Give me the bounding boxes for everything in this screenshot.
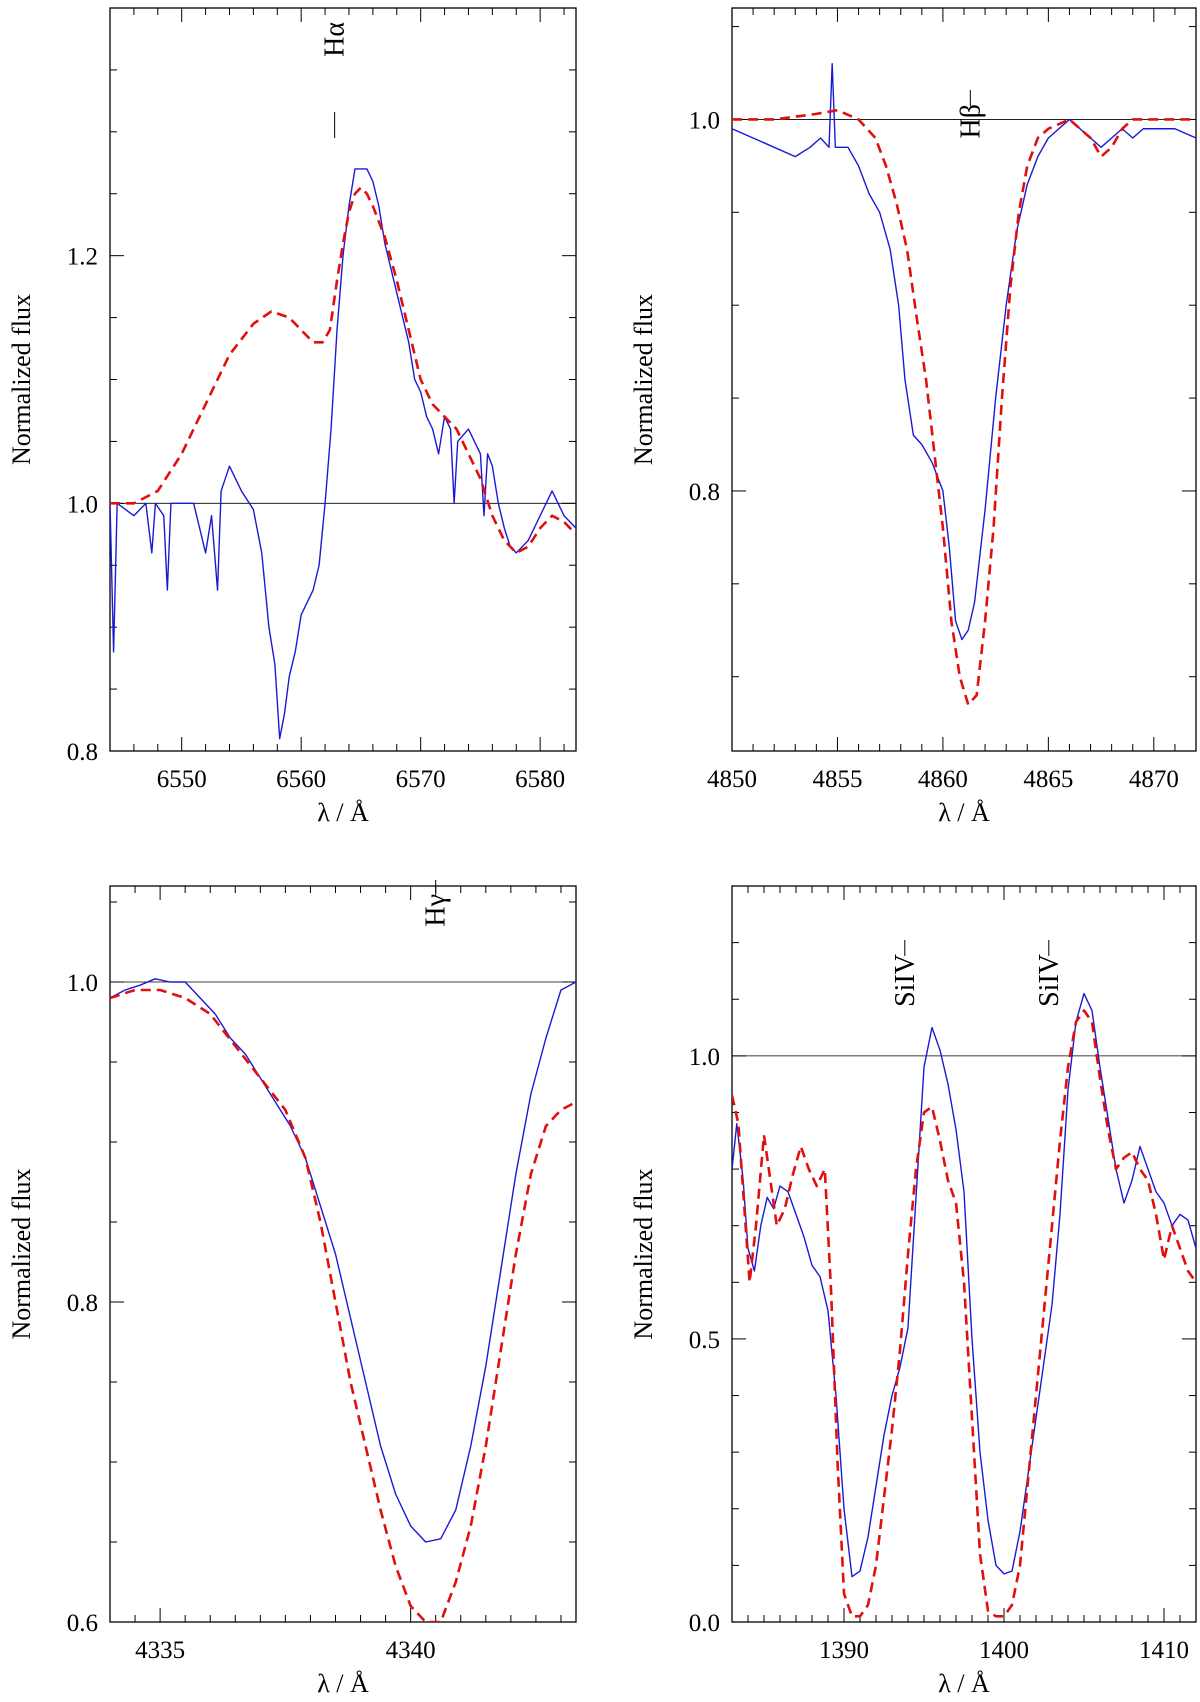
y-tick-label: 1.0 — [67, 970, 98, 997]
x-tick-label: 4850 — [707, 766, 757, 793]
x-tick-label: 6560 — [276, 766, 326, 793]
line-id-label: SiIV — [1034, 954, 1065, 1007]
y-axis-label: Normalized flux — [7, 294, 36, 465]
x-tick-label: 4870 — [1129, 766, 1179, 793]
x-tick-label: 4860 — [918, 766, 968, 793]
series-model — [732, 1009, 1196, 1618]
y-axis-label: Normalized flux — [7, 1168, 36, 1339]
x-tick-label: 6570 — [396, 766, 446, 793]
x-axis-label: λ / Å — [938, 1669, 990, 1698]
y-tick-label: 0.8 — [67, 739, 98, 766]
series-model — [732, 108, 1196, 706]
y-tick-label: 0.6 — [67, 1610, 98, 1637]
series-observed — [732, 63, 1196, 641]
x-tick-label: 4335 — [135, 1637, 185, 1664]
line-id-label: Hβ — [955, 104, 986, 138]
y-tick-label: 0.8 — [689, 479, 720, 506]
plot-frame — [731, 885, 1197, 1623]
panel-h-gamma: 4335 4340 0.6 0.8 1.0 λ / Å Normalized flux Hγ — [7, 880, 577, 1698]
series-model — [110, 988, 576, 1622]
line-id-label: SiIV — [890, 954, 921, 1007]
x-axis-label: λ / Å — [317, 1669, 369, 1698]
plot-frame — [109, 7, 577, 752]
plot-frame — [109, 885, 577, 1623]
panel-h-alpha: 6550 6560 6570 6580 0.8 1.0 1.2 λ / Å Normalized… — [7, 7, 577, 827]
line-id-label: Hα — [320, 22, 351, 57]
series-observed — [110, 978, 576, 1543]
line-id-label: Hγ — [421, 894, 452, 927]
x-tick-label: 1400 — [979, 1637, 1029, 1664]
x-tick-label: 1410 — [1139, 1637, 1189, 1664]
series-model — [110, 186, 576, 555]
y-tick-label: 0.0 — [689, 1610, 720, 1637]
x-tick-label: 4855 — [812, 766, 862, 793]
y-axis-label: Normalized flux — [629, 294, 658, 465]
series-observed — [110, 168, 576, 740]
y-tick-label: 0.5 — [689, 1327, 720, 1354]
panel-si-iv: 1390 1400 1410 0.0 0.5 1.0 λ / Å Normalized flu… — [629, 885, 1197, 1698]
x-tick-label: 1390 — [819, 1637, 869, 1664]
y-axis-label: Normalized flux — [629, 1168, 658, 1339]
x-tick-label: 6550 — [157, 766, 207, 793]
x-tick-label: 4340 — [386, 1637, 436, 1664]
x-axis-label: λ / Å — [938, 798, 990, 827]
x-axis-label: λ / Å — [317, 798, 369, 827]
panel-h-beta: 4850 4855 4860 4865 4870 0.8 1.0 λ / Å Normalize… — [629, 7, 1197, 827]
x-tick-label: 4865 — [1023, 766, 1073, 793]
y-tick-label: 1.0 — [689, 107, 720, 134]
y-tick-label: 1.2 — [67, 244, 98, 271]
y-tick-label: 1.0 — [67, 491, 98, 518]
y-tick-label: 1.0 — [689, 1044, 720, 1071]
y-tick-label: 0.8 — [67, 1290, 98, 1317]
x-tick-label: 6580 — [515, 766, 565, 793]
